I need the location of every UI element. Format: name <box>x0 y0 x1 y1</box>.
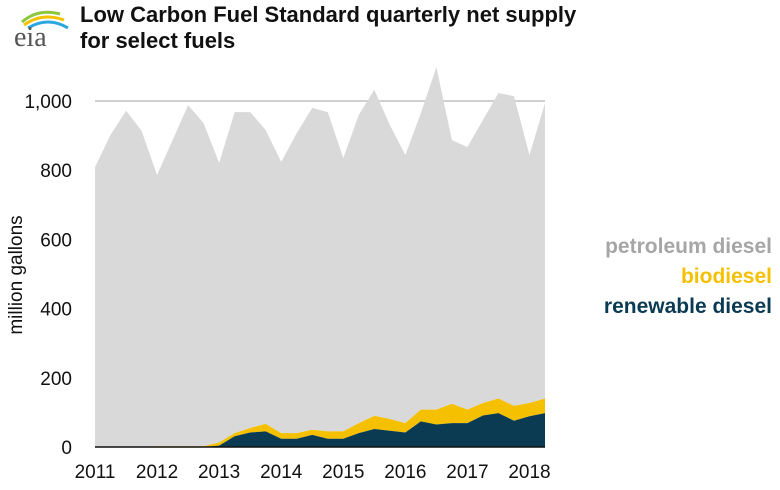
legend: petroleum diesel biodiesel renewable die… <box>604 232 772 322</box>
x-tick-label: 2014 <box>260 462 303 483</box>
y-tick-label: 600 <box>40 230 72 251</box>
area-petroleum-diesel <box>95 67 545 447</box>
x-tick-label: 2018 <box>508 462 550 483</box>
x-tick-label: 2012 <box>136 462 178 483</box>
svg-text:eia: eia <box>14 22 47 50</box>
legend-petroleum-diesel: petroleum diesel <box>605 235 772 258</box>
x-tick-label: 2015 <box>322 462 364 483</box>
x-tick-label: 2013 <box>198 462 240 483</box>
y-tick-label: 1,000 <box>24 92 72 113</box>
y-tick-label: 200 <box>40 369 72 390</box>
x-tick-label: 2017 <box>446 462 488 483</box>
y-axis-label: million gallons <box>6 215 27 334</box>
area-renewable-diesel <box>95 413 545 447</box>
y-tick-label: 400 <box>40 300 72 321</box>
eia-logo: eia <box>8 4 70 53</box>
x-tick-label: 2016 <box>384 462 426 483</box>
y-tick-label: 800 <box>40 161 72 182</box>
x-tick-label: 2011 <box>75 462 116 483</box>
legend-renewable-diesel: renewable diesel <box>603 295 772 318</box>
legend-biodiesel: biodiesel <box>680 265 772 288</box>
chart-title: Low Carbon Fuel Standard quarterly net s… <box>80 2 577 53</box>
area-biodiesel <box>95 398 545 447</box>
y-tick-label: 0 <box>61 438 72 459</box>
